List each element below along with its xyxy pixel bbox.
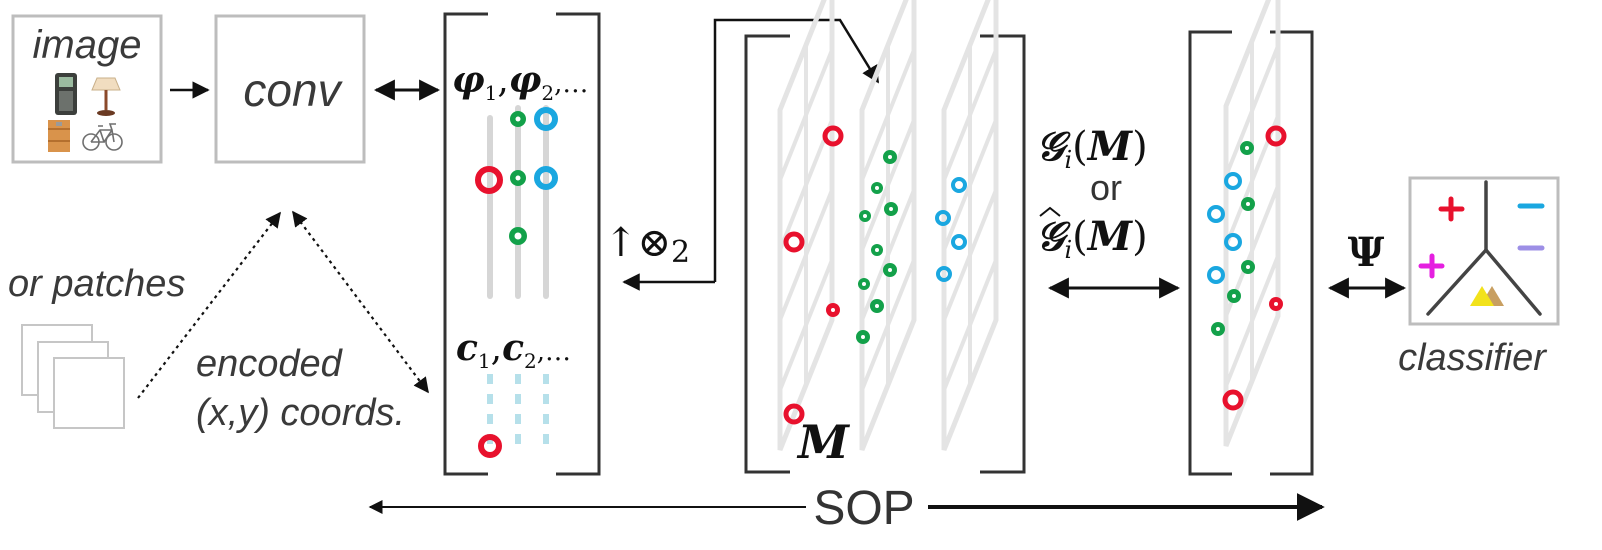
psi-label: Ψ bbox=[1348, 229, 1385, 276]
c-label: c1,c2,… bbox=[456, 327, 571, 373]
classifier-label: classifier bbox=[1398, 337, 1547, 379]
phi-points bbox=[475, 107, 558, 245]
plus-red-icon bbox=[1438, 196, 1465, 222]
GM-grid-plane bbox=[1226, 0, 1278, 446]
G-hat-label: 𝒢i(M) bbox=[1036, 213, 1148, 264]
coord-point bbox=[478, 434, 502, 458]
image-label: image bbox=[33, 23, 142, 67]
sop-label: SOP bbox=[813, 482, 914, 535]
encoded-label: encoded bbox=[196, 343, 344, 385]
triangle-icons bbox=[1470, 286, 1504, 306]
M-bracket-left bbox=[744, 34, 790, 474]
classifier-box bbox=[1408, 176, 1560, 326]
GM-bracket-left bbox=[1188, 30, 1232, 476]
GM-points bbox=[1207, 125, 1287, 411]
coords-label: (x,y) coords. bbox=[196, 392, 405, 434]
or-label: or bbox=[1090, 167, 1122, 208]
image-box bbox=[11, 14, 163, 164]
decision-boundary bbox=[1426, 180, 1542, 316]
G-label: 𝒢i(M) bbox=[1036, 123, 1148, 174]
M-label: M bbox=[796, 415, 851, 469]
phi-bracket-right bbox=[556, 12, 601, 476]
phi-bracket-left bbox=[443, 12, 488, 476]
conv-label: conv bbox=[243, 64, 343, 116]
plus-magenta-icon bbox=[1418, 253, 1445, 279]
M-points bbox=[783, 125, 967, 425]
conv-box bbox=[214, 14, 366, 164]
phi-label: φ1,φ2,… bbox=[452, 59, 588, 105]
phi-feature-bars bbox=[487, 105, 549, 299]
calculator-icon bbox=[55, 73, 77, 115]
coord-feature-bars bbox=[487, 374, 549, 444]
outer-product-arrow bbox=[713, 18, 880, 282]
or-patches-label: or patches bbox=[8, 263, 185, 305]
M-bracket-right bbox=[980, 34, 1026, 474]
GM-bracket-right bbox=[1270, 30, 1314, 476]
M-grid-planes bbox=[780, 0, 996, 450]
cabinet-icon bbox=[48, 120, 70, 152]
lamp-icon bbox=[91, 77, 121, 116]
patches-icon bbox=[21, 324, 125, 429]
bicycle-icon bbox=[82, 123, 123, 151]
upotimes-label: ↑⊗2 bbox=[604, 220, 690, 270]
G-hat-mark bbox=[1039, 206, 1061, 217]
